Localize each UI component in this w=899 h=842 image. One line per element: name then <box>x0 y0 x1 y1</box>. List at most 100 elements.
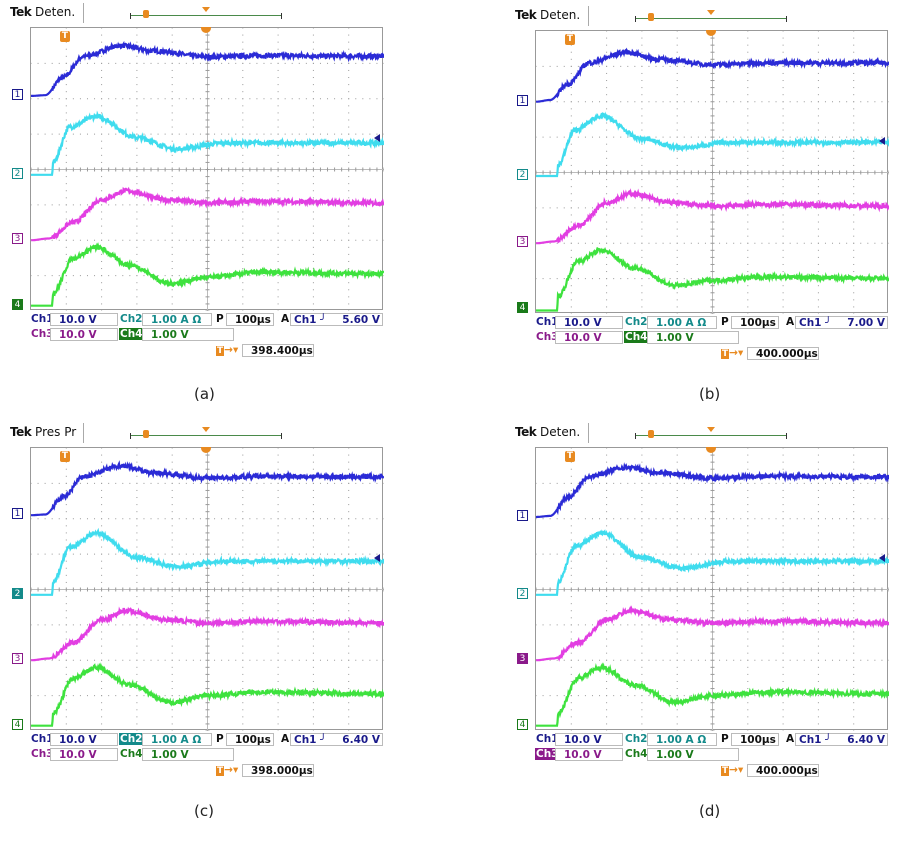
channel-3-marker[interactable]: 3 <box>12 653 23 665</box>
trigger-position-icon <box>201 27 211 33</box>
channel-3-marker[interactable]: 3 <box>517 653 528 665</box>
grid-dot <box>348 204 350 206</box>
grid-dot <box>263 62 265 64</box>
grid-dot <box>108 659 110 661</box>
grid-dot <box>235 553 237 555</box>
grid-dot <box>65 709 67 711</box>
channel-4-marker[interactable]: 4 <box>517 718 528 730</box>
trigger-level: 6.40 V <box>847 734 885 746</box>
channel-4-marker[interactable]: 4 <box>12 298 23 310</box>
grid-dot <box>263 98 265 100</box>
grid-dot <box>577 518 579 520</box>
grid-dot <box>627 278 629 280</box>
grid-dot <box>277 183 279 185</box>
grid-dot <box>853 617 855 619</box>
grid-dot <box>641 482 643 484</box>
grid-dot <box>277 730 279 731</box>
grid-dot <box>676 695 678 697</box>
grid-dot <box>796 65 798 67</box>
channel-1-marker[interactable]: 1 <box>517 94 528 106</box>
grid-dot <box>65 218 67 220</box>
channel-2-marker[interactable]: 2 <box>517 587 528 599</box>
grid-dot <box>719 659 721 661</box>
grid-dot <box>853 221 855 223</box>
grid-dot <box>143 624 145 626</box>
grid-dot <box>839 242 841 244</box>
grid-dot <box>101 296 103 298</box>
grid-dot <box>853 249 855 251</box>
grid-dot <box>570 157 572 159</box>
grid-dot <box>101 218 103 220</box>
grid-dot <box>874 242 876 244</box>
grid-dot <box>101 702 103 704</box>
grid-dot <box>817 673 819 675</box>
grid-dot <box>641 511 643 513</box>
grid-dot <box>185 659 187 661</box>
grid-dot <box>129 239 131 241</box>
grid-dot <box>747 680 749 682</box>
grid-dot <box>31 98 32 100</box>
grid-dot <box>570 285 572 287</box>
grid-dot <box>832 553 834 555</box>
grid-dot <box>312 41 314 43</box>
grid-dot <box>256 553 258 555</box>
grid-dot <box>570 680 572 682</box>
grid-dot <box>782 546 784 548</box>
channel-1-marker[interactable]: 1 <box>12 508 23 520</box>
trigger-time: 400.000µs <box>747 347 819 360</box>
trigger-marker-icon: T <box>565 451 575 462</box>
grid-dot <box>101 475 103 477</box>
grid-dot <box>277 518 279 520</box>
grid-dot <box>312 468 314 470</box>
grid-dot <box>768 659 770 661</box>
grid-dot <box>853 596 855 598</box>
grid-dot <box>817 511 819 513</box>
grid-dot <box>348 133 350 135</box>
grid-dot <box>536 136 537 138</box>
channel-4-marker[interactable]: 4 <box>12 718 23 730</box>
grid-dot <box>348 610 350 612</box>
ch1-scale: 10.0 V <box>555 316 623 329</box>
grid-dot <box>58 98 60 100</box>
grid-dot <box>867 553 869 555</box>
grid-dot <box>881 65 883 67</box>
channel-2-marker[interactable]: 2 <box>12 587 23 599</box>
grid-dot <box>719 482 721 484</box>
grid-dot <box>641 186 643 188</box>
grid-dot <box>839 624 841 626</box>
grid-dot <box>853 525 855 527</box>
ch3-label: Ch3 <box>535 748 560 760</box>
grid-dot <box>242 511 244 513</box>
grid-dot <box>874 136 876 138</box>
grid-dot <box>606 539 608 541</box>
grid-dot <box>242 468 244 470</box>
grid-dot <box>376 239 378 241</box>
channel-2-marker[interactable]: 2 <box>517 169 528 181</box>
grid-dot <box>327 518 329 520</box>
grid-dot <box>676 157 678 159</box>
grid-dot <box>641 567 643 569</box>
ch1-label: Ch1 <box>31 733 54 745</box>
grid-dot <box>242 680 244 682</box>
grid-dot <box>312 28 314 29</box>
grid-dot <box>270 239 272 241</box>
channel-1-marker[interactable]: 1 <box>517 509 528 521</box>
grid-dot <box>747 136 749 138</box>
grid-dot <box>58 695 60 697</box>
grid-dot <box>136 154 138 156</box>
grid-dot <box>312 497 314 499</box>
grid-dot <box>164 239 166 241</box>
grid-dot <box>853 51 855 53</box>
grid-dot <box>761 624 763 626</box>
channel-4-marker[interactable]: 4 <box>517 302 528 313</box>
channel-3-marker[interactable]: 3 <box>12 233 23 245</box>
grid-dot <box>115 624 117 626</box>
grid-dot <box>185 695 187 697</box>
grid-dot <box>369 62 371 64</box>
grid-dot <box>348 183 350 185</box>
grid-dot <box>277 461 279 463</box>
channel-3-marker[interactable]: 3 <box>517 236 528 248</box>
channel-2-marker[interactable]: 2 <box>12 167 23 179</box>
channel-1-marker[interactable]: 1 <box>12 88 23 100</box>
grid-dot <box>888 101 889 103</box>
